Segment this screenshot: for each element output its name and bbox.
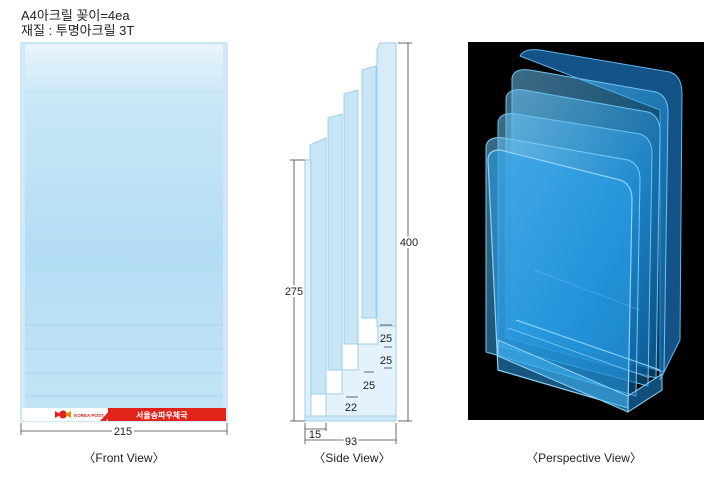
perspective-view-caption: 〈Perspective View〉 [526, 451, 642, 465]
step-dim-3: 25 [363, 380, 375, 392]
side-view-shape [304, 42, 397, 422]
step-dimension-ticks [346, 324, 392, 398]
material-spec: 재질 : 투명아크릴 3T [21, 23, 135, 38]
korea-post-logo-icon [55, 410, 71, 419]
side-depth-front-label: 15 [309, 429, 321, 441]
side-depth-dimensions [304, 423, 397, 444]
side-height-total-dimension [398, 42, 412, 422]
brand-logo-text: KOREA POST [74, 413, 104, 418]
step-dim-2: 25 [380, 355, 392, 367]
step-dim-4: 22 [345, 402, 357, 414]
side-height-total-label: 400 [400, 237, 418, 249]
side-height-front-dimension [290, 159, 305, 422]
front-view-caption: 〈Front View〉 [83, 451, 165, 465]
side-depth-total-label: 93 [345, 436, 357, 448]
perspective-render [468, 42, 704, 420]
spec-title: A4아크릴 꽂이=4ea [21, 8, 130, 23]
side-view-caption: 〈Side View〉 [313, 451, 391, 465]
front-panel [20, 42, 228, 422]
brand-label: 서울송파우체국 [136, 410, 188, 420]
step-dim-1: 25 [380, 333, 392, 345]
side-height-front-label: 275 [285, 286, 303, 298]
front-width-label: 215 [114, 426, 132, 438]
brand-strip: KOREA POST 서울송파우체국 [22, 408, 226, 421]
